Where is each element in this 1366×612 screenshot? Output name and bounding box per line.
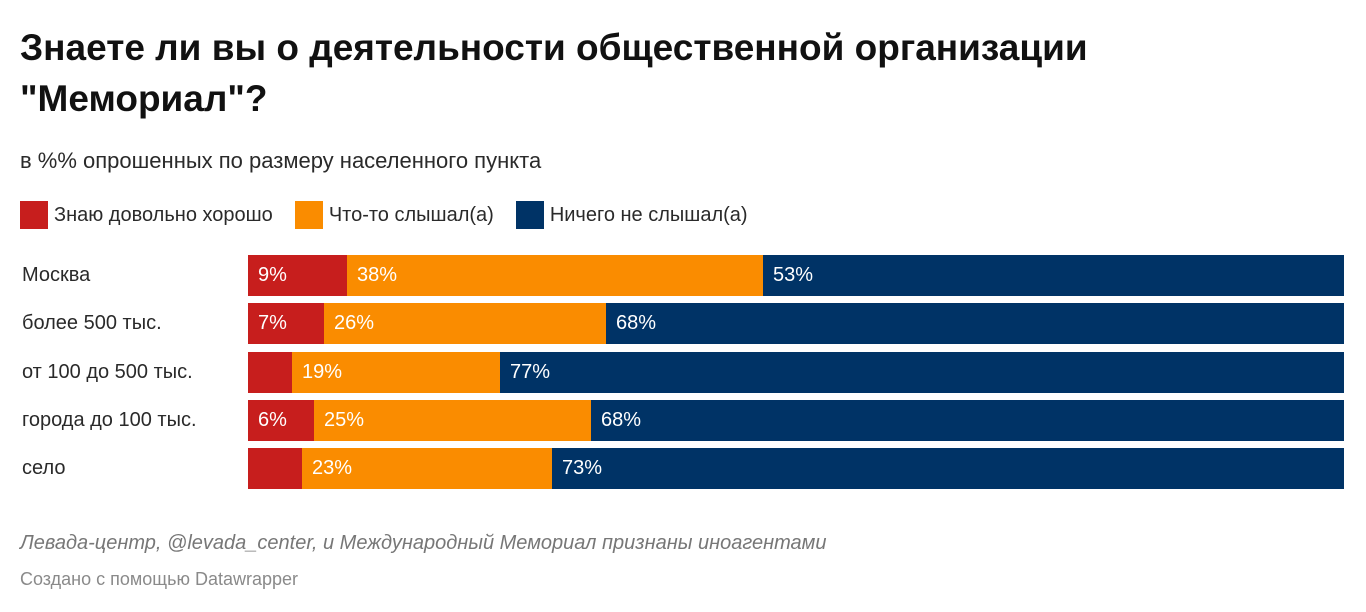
bar-row: от 100 до 500 тыс. 19% 77%	[0, 351, 1366, 393]
bar-row: село 23% 73%	[0, 448, 1366, 490]
bar-segment-heard-nothing	[606, 303, 1344, 345]
stacked-bar: 7% 26% 68%	[248, 303, 1344, 345]
legend-label-heard-nothing: Ничего не слышал(а)	[549, 204, 748, 226]
legend-swatch-know-well	[20, 201, 48, 229]
bar-segment-know-well	[248, 448, 302, 490]
bar-segment-heard-something	[347, 255, 763, 296]
stacked-bar: 6% 25% 68%	[248, 399, 1344, 441]
bar-segment-heard-nothing	[763, 255, 1344, 296]
chart-footnote: Левада-центр, @levada_center, и Междунар…	[20, 532, 827, 554]
bar-segment-heard-something	[292, 351, 500, 393]
bar-segment-know-well	[248, 351, 292, 393]
legend-item-know-well: Знаю довольно хорошо	[20, 201, 273, 229]
bar-segment-heard-nothing	[591, 399, 1344, 441]
legend-swatch-heard-nothing	[515, 201, 544, 229]
legend-label-heard-something: Что-то слышал(а)	[328, 204, 494, 226]
chart-subtitle: в %% опрошенных по размеру населенного п…	[20, 148, 542, 173]
category-label: от 100 до 500 тыс.	[22, 360, 193, 383]
stacked-bar: 19% 77%	[248, 351, 1344, 393]
bar-segment-heard-nothing	[500, 351, 1344, 393]
bar-segment-heard-something	[302, 448, 552, 490]
bar-segment-know-well	[248, 399, 314, 441]
category-label: города до 100 тыс.	[22, 408, 197, 431]
bar-row: более 500 тыс. 7% 26% 68%	[0, 303, 1366, 345]
bar-segment-heard-something	[324, 303, 606, 345]
legend-item-heard-nothing: Ничего не слышал(а)	[515, 201, 748, 229]
bar-segment-know-well	[248, 303, 324, 345]
chart-credit: Создано с помощью Datawrapper	[20, 569, 299, 589]
bar-segment-know-well	[248, 255, 347, 296]
bar-segment-heard-something	[314, 399, 591, 441]
category-label: Москва	[22, 264, 91, 286]
legend-label-know-well: Знаю довольно хорошо	[54, 204, 273, 226]
chart-title: Знаете ли вы о деятельности общественной…	[20, 27, 1088, 119]
bar-segment-heard-nothing	[552, 448, 1344, 490]
category-label: село	[22, 457, 66, 480]
bar-row: Москва 9% 38% 53%	[0, 255, 1366, 296]
legend-item-heard-something: Что-то слышал(а)	[294, 201, 494, 229]
chart-legend: Знаю довольно хорошо Что-то слышал(а) Ни…	[20, 201, 770, 229]
legend-swatch-heard-something	[294, 201, 323, 229]
stacked-bar: 9% 38% 53%	[248, 255, 1344, 296]
category-label: более 500 тыс.	[22, 312, 162, 335]
stacked-bar: 23% 73%	[248, 448, 1344, 490]
bar-row: города до 100 тыс. 6% 25% 68%	[0, 399, 1366, 441]
